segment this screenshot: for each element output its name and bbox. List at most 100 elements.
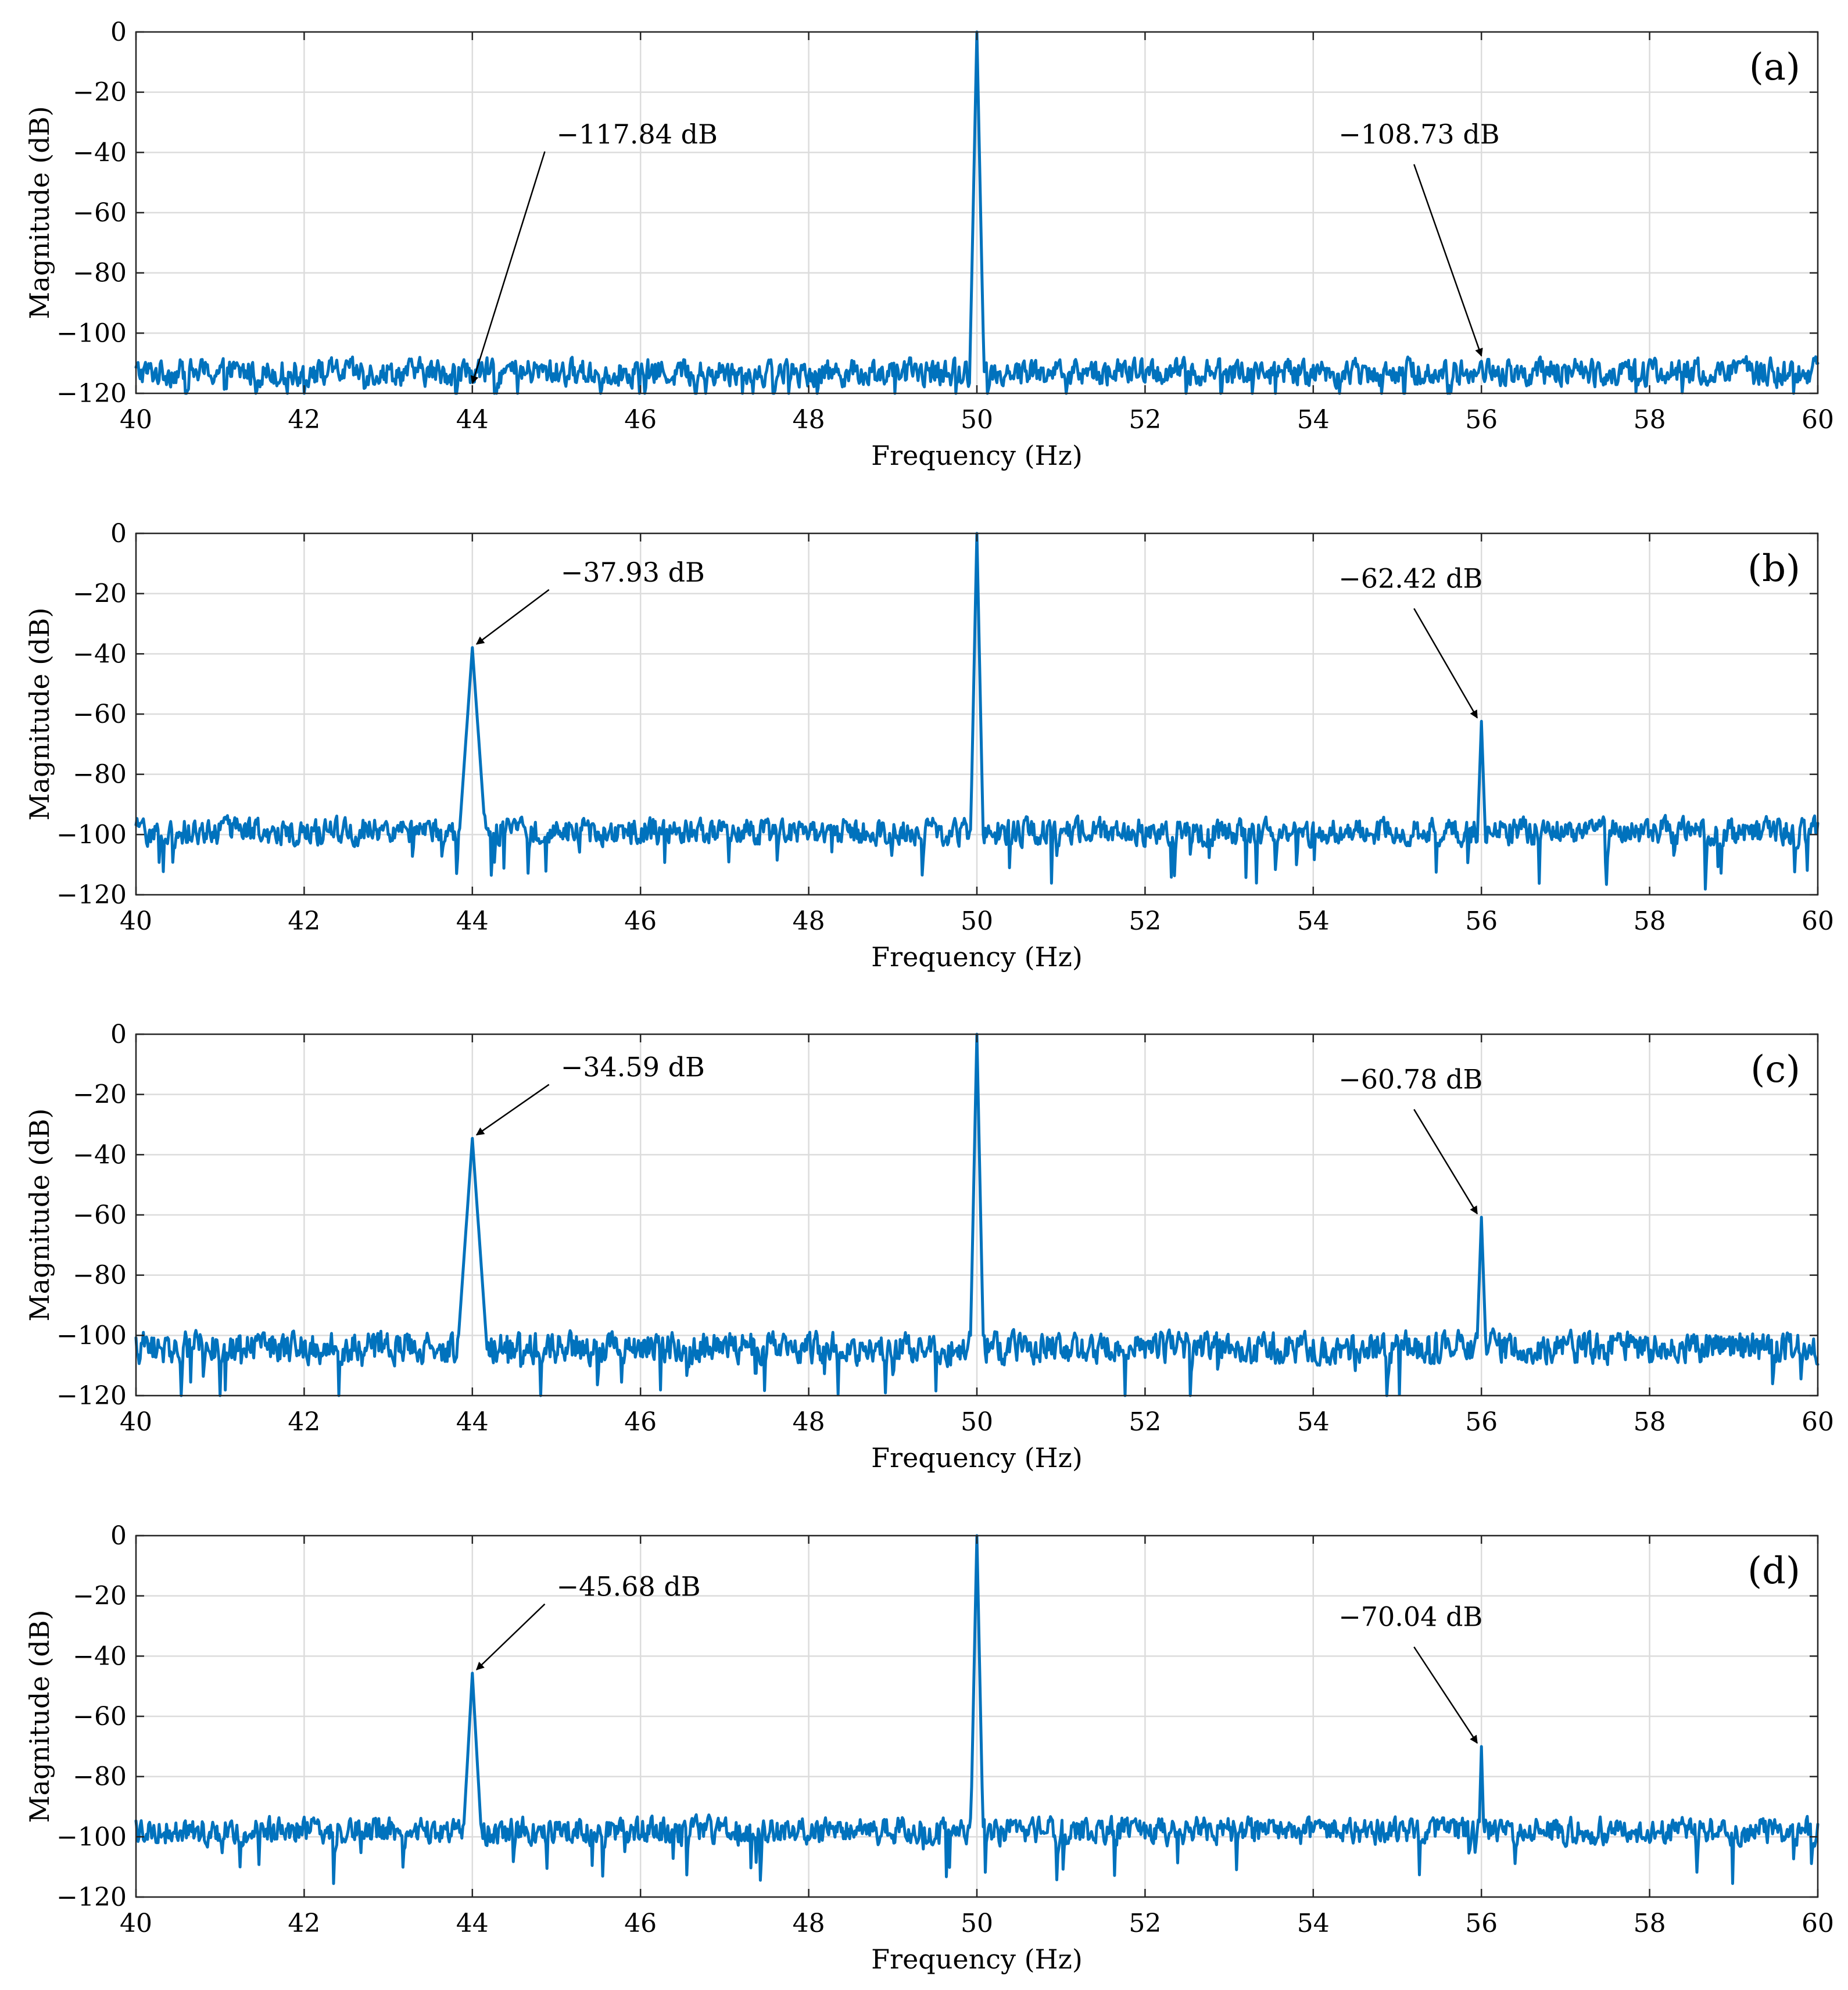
x-tick-label: 58 <box>1634 405 1666 435</box>
x-tick-label: 42 <box>288 1407 320 1437</box>
annotation-arrow <box>1413 608 1478 719</box>
annotation-arrow <box>476 1603 546 1670</box>
annotation-label: −117.84 dB <box>557 119 718 150</box>
y-axis-label: Magnitude (dB) <box>24 1109 55 1322</box>
y-tick-label: −20 <box>73 1080 127 1110</box>
chart-panel-4: 40 42 44 46 48 50 52 54 56 58 60 0 −20 −40 −60 −80 −100 −… <box>24 1521 1834 1975</box>
x-tick-label: 50 <box>961 405 993 435</box>
annotation-arrow <box>1413 1109 1478 1215</box>
y-tick-label: −120 <box>56 880 127 910</box>
y-tick-label: 0 <box>110 1020 127 1049</box>
x-tick-label: 58 <box>1634 906 1666 936</box>
annotation-arrow <box>475 1084 550 1136</box>
y-tick-label: −100 <box>56 820 127 849</box>
x-tick-label: 52 <box>1129 1407 1161 1437</box>
y-tick-label: −40 <box>73 1641 127 1671</box>
x-tick-label: 60 <box>1802 906 1834 936</box>
x-tick-label: 54 <box>1297 1407 1330 1437</box>
chart-panel-1: 40 42 44 46 48 50 52 54 56 58 60 0 −20 −40 −60 −80 −100 −… <box>24 17 1834 471</box>
y-tick-label: −40 <box>73 138 127 167</box>
x-tick-label: 54 <box>1297 405 1330 435</box>
x-tick-label: 56 <box>1465 405 1498 435</box>
x-tick-label: 58 <box>1634 1909 1666 1938</box>
x-tick-label: 42 <box>288 906 320 936</box>
panel-label: (b) <box>1747 547 1800 590</box>
x-axis-label: Frequency (Hz) <box>871 440 1083 471</box>
x-tick-label: 44 <box>456 405 489 435</box>
annotation-arrow <box>1413 164 1483 357</box>
y-tick-label: −20 <box>73 78 127 107</box>
x-tick-label: 50 <box>961 906 993 936</box>
y-tick-label: −120 <box>56 379 127 408</box>
chart-panel-2: 40 42 44 46 48 50 52 54 56 58 60 0 −20 −40 −60 −80 −100 −… <box>24 519 1834 973</box>
annotation-arrow <box>475 589 550 645</box>
y-tick-label: 0 <box>110 519 127 548</box>
annotation-label: −34.59 dB <box>561 1052 705 1083</box>
x-axis-label: Frequency (Hz) <box>871 1944 1083 1975</box>
panel-label: (d) <box>1747 1550 1800 1593</box>
y-tick-label: −120 <box>56 1381 127 1411</box>
annotation-label: −60.78 dB <box>1338 1063 1482 1095</box>
x-tick-label: 54 <box>1297 906 1330 936</box>
x-tick-label: 54 <box>1297 1909 1330 1938</box>
y-tick-label: 0 <box>110 17 127 47</box>
x-tick-label: 42 <box>288 405 320 435</box>
y-tick-label: −80 <box>73 1762 127 1792</box>
annotation-arrow <box>1413 1646 1478 1744</box>
y-tick-label: −60 <box>73 1200 127 1230</box>
x-tick-label: 52 <box>1129 1909 1161 1938</box>
x-tick-label: 50 <box>961 1909 993 1938</box>
y-tick-label: −100 <box>56 318 127 348</box>
x-tick-label: 40 <box>120 1407 152 1437</box>
x-tick-label: 48 <box>793 906 825 936</box>
x-tick-label: 46 <box>624 405 657 435</box>
y-tick-label: 0 <box>110 1521 127 1551</box>
y-tick-label: −40 <box>73 639 127 669</box>
y-tick-label: −40 <box>73 1140 127 1170</box>
x-tick-label: 44 <box>456 1909 489 1938</box>
annotation-label: −62.42 dB <box>1338 562 1482 594</box>
annotation-arrow <box>470 151 546 385</box>
x-tick-label: 40 <box>120 405 152 435</box>
y-tick-label: −80 <box>73 259 127 288</box>
panel-label: (a) <box>1749 46 1800 89</box>
x-tick-label: 46 <box>624 906 657 936</box>
y-tick-label: −60 <box>73 1702 127 1731</box>
x-tick-label: 48 <box>793 1909 825 1938</box>
y-tick-label: −60 <box>73 700 127 729</box>
x-tick-label: 48 <box>793 405 825 435</box>
y-tick-label: −20 <box>73 579 127 609</box>
x-tick-label: 58 <box>1634 1407 1666 1437</box>
y-axis-label: Magnitude (dB) <box>24 608 55 821</box>
x-tick-label: 42 <box>288 1909 320 1938</box>
y-tick-label: −100 <box>56 1321 127 1350</box>
y-tick-label: −80 <box>73 1261 127 1290</box>
x-tick-label: 40 <box>120 1909 152 1938</box>
y-axis-label: Magnitude (dB) <box>24 106 55 320</box>
x-tick-label: 46 <box>624 1407 657 1437</box>
x-tick-label: 60 <box>1802 1909 1834 1938</box>
annotation-label: −45.68 dB <box>557 1571 701 1602</box>
y-axis-label: Magnitude (dB) <box>24 1610 55 1823</box>
annotation-label: −108.73 dB <box>1338 119 1499 150</box>
x-tick-label: 44 <box>456 906 489 936</box>
y-tick-label: −60 <box>73 198 127 228</box>
annotation-label: −70.04 dB <box>1338 1601 1482 1633</box>
x-tick-label: 52 <box>1129 906 1161 936</box>
x-tick-label: 40 <box>120 906 152 936</box>
y-tick-label: −20 <box>73 1582 127 1611</box>
y-tick-label: −100 <box>56 1822 127 1852</box>
x-tick-label: 56 <box>1465 906 1498 936</box>
annotation-label: −37.93 dB <box>561 557 705 588</box>
x-tick-label: 60 <box>1802 1407 1834 1437</box>
x-tick-label: 46 <box>624 1909 657 1938</box>
y-tick-label: −120 <box>56 1883 127 1912</box>
x-tick-label: 56 <box>1465 1407 1498 1437</box>
x-axis-label: Frequency (Hz) <box>871 941 1083 973</box>
x-tick-label: 50 <box>961 1407 993 1437</box>
x-tick-label: 52 <box>1129 405 1161 435</box>
panel-label: (c) <box>1750 1048 1800 1091</box>
chart-panel-3: 40 42 44 46 48 50 52 54 56 58 60 0 −20 −40 −60 −80 −100 −… <box>24 1020 1834 1473</box>
x-tick-label: 60 <box>1802 405 1834 435</box>
